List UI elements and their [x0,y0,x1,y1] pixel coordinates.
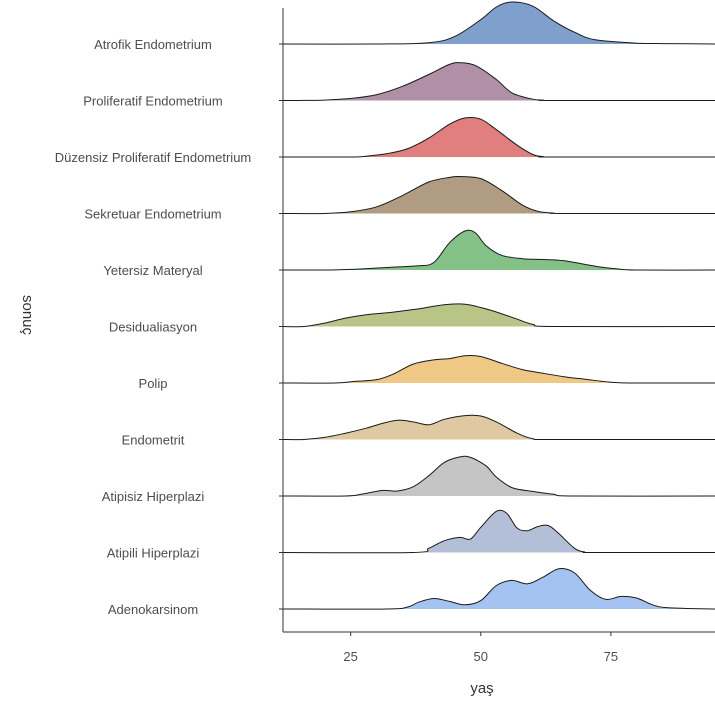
x-axis-ticks: 25 50 75 [343,632,618,664]
ridge-outline-desidualiasyon [282,303,715,328]
ridge-outline-atipisiz-hiperplazi [282,455,715,497]
category-label-proliferatif-endometrium: Proliferatif Endometrium [83,94,222,109]
category-label-atrofik-endometrium: Atrofik Endometrium [94,37,212,52]
ridge-outline-d-zensiz-proliferatif-endometrium [282,116,715,158]
ridge-outline-sekretuar-endometrium [282,175,715,215]
category-label-polip: Polip [139,376,168,391]
x-tick-label-75: 75 [604,649,618,664]
ridge-outline-atipili-hiperplazi [282,509,715,554]
ridge-outline-yetersiz-materyal [282,229,715,271]
ridge-area-polip [283,355,715,384]
category-label-atipili-hiperplazi: Atipili Hiperplazi [107,546,200,561]
category-labels: Atrofik Endometrium Proliferatif Endometr… [55,37,283,617]
x-tick-label-50: 50 [474,649,488,664]
ridge-area-atipisiz-hiperplazi [283,456,715,497]
ridge-outline-polip [282,355,715,384]
category-label-atipisiz-hiperplazi: Atipisiz Hiperplazi [102,489,205,504]
category-label-sekretuar-endometrium: Sekretuar Endometrium [84,207,221,222]
x-tick-label-25: 25 [343,649,357,664]
ridge-area-proliferatif-endometrium [283,62,715,101]
x-axis-title: yaş [470,680,493,697]
ridge-area-d-zensiz-proliferatif-endometrium [283,117,715,158]
ridge-outline-endometrit [282,414,715,441]
y-axis-title: sonuç [19,295,36,336]
ridge-area-yetersiz-materyal [283,230,715,271]
category-label-desidualiasyon: Desidualiasyon [109,320,197,335]
ridge-area-atipili-hiperplazi [283,510,715,553]
ridge-area-sekretuar-endometrium [283,176,715,214]
category-label-d-zensiz-proliferatif-endometrium: Düzensiz Proliferatif Endometrium [55,150,252,165]
ridge-area-desidualiasyon [283,303,715,327]
ridge-layer [282,1,715,610]
category-label-adenokarsinom: Adenokarsinom [108,602,198,617]
ridge-area-atrofik-endometrium [283,1,715,45]
category-label-yetersiz-materyal: Yetersiz Materyal [103,263,202,278]
ridge-outline-atrofik-endometrium [282,1,715,45]
ridge-area-endometrit [283,415,715,440]
ridge-outline-proliferatif-endometrium [282,62,715,102]
ridge-area-adenokarsinom [283,568,715,610]
ridge-outline-adenokarsinom [282,568,715,610]
category-label-endometrit: Endometrit [122,433,185,448]
